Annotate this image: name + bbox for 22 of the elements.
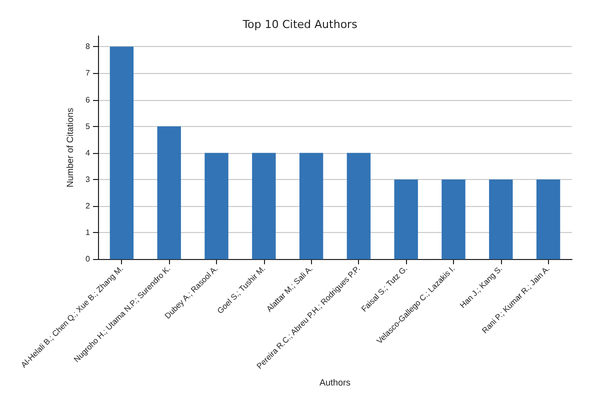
y-tick-label: 7 xyxy=(86,68,91,78)
bar xyxy=(346,152,371,260)
y-axis-title: Number of Citations xyxy=(65,107,76,188)
y-tick-label: 6 xyxy=(86,95,91,104)
y-tick-label: 2 xyxy=(86,202,91,211)
chart-title: Top 10 Cited Authors xyxy=(242,18,358,31)
y-tick-label: 1 xyxy=(86,228,91,238)
bar xyxy=(204,152,228,260)
bar xyxy=(536,179,560,260)
bar xyxy=(442,179,466,260)
bar xyxy=(489,179,513,260)
y-tick-label: 8 xyxy=(86,42,91,52)
bar xyxy=(157,126,181,260)
x-axis-title: Authors xyxy=(319,378,351,388)
bar xyxy=(110,46,134,260)
bar xyxy=(252,152,276,260)
y-tick-label: 0 xyxy=(86,254,91,264)
bar xyxy=(394,179,418,260)
bar xyxy=(299,152,324,260)
y-tick-label: 4 xyxy=(86,148,91,158)
y-tick-label: 5 xyxy=(86,122,91,131)
y-tick-label: 3 xyxy=(86,174,91,184)
